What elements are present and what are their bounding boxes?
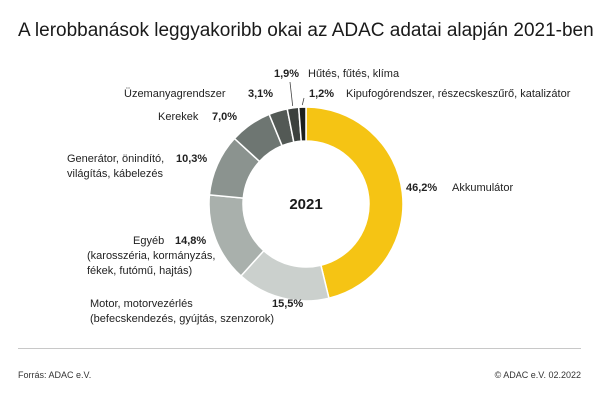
- slice-label: Akkumulátor: [452, 182, 514, 194]
- slice-label: Hűtés, fűtés, klíma: [308, 68, 400, 80]
- slice-value-label: 15,5%: [272, 298, 304, 310]
- footer-source: Forrás: ADAC e.V.: [18, 370, 92, 380]
- slice-label: Generátor, önindító,: [67, 153, 165, 165]
- slice-value-label: 10,3%: [176, 153, 208, 165]
- slice-label: Motor, motorvezérlés: [90, 298, 193, 310]
- slice-label: (karosszéria, kormányzás,: [87, 250, 216, 262]
- slice-value-label: 14,8%: [175, 235, 207, 247]
- slice-label: (befecskendezés, gyújtás, szenzorok): [90, 313, 275, 325]
- center-year-label: 2021: [289, 196, 323, 213]
- slice-value-label: 1,2%: [309, 88, 335, 100]
- footer-credit: © ADAC e.V. 02.2022: [494, 370, 581, 380]
- slice-label: fékek, futómű, hajtás): [87, 265, 193, 277]
- leader-lines: [289, 81, 305, 106]
- footer-divider: [18, 348, 581, 349]
- donut-slices: [208, 106, 404, 302]
- slice-value-label: 46,2%: [406, 182, 438, 194]
- slice-label: Kerekek: [158, 111, 199, 123]
- slice-label: Üzemanyagrendszer: [124, 88, 226, 100]
- chart-title: A lerobbanások leggyakoribb okai az ADAC…: [18, 20, 594, 41]
- slice-value-label: 3,1%: [248, 88, 274, 100]
- slice-label: világítás, kábelezés: [67, 168, 163, 180]
- donut-slice: [305, 106, 404, 300]
- slice-label: Kipufogórendszer, részecskeszűrő, katali…: [346, 88, 571, 100]
- leader-line: [301, 97, 305, 106]
- slice-value-label: 7,0%: [212, 111, 238, 123]
- leader-line: [289, 81, 294, 106]
- slice-label: Egyéb: [133, 235, 165, 247]
- donut-slice: [297, 106, 307, 142]
- slice-value-label: 1,9%: [274, 68, 300, 80]
